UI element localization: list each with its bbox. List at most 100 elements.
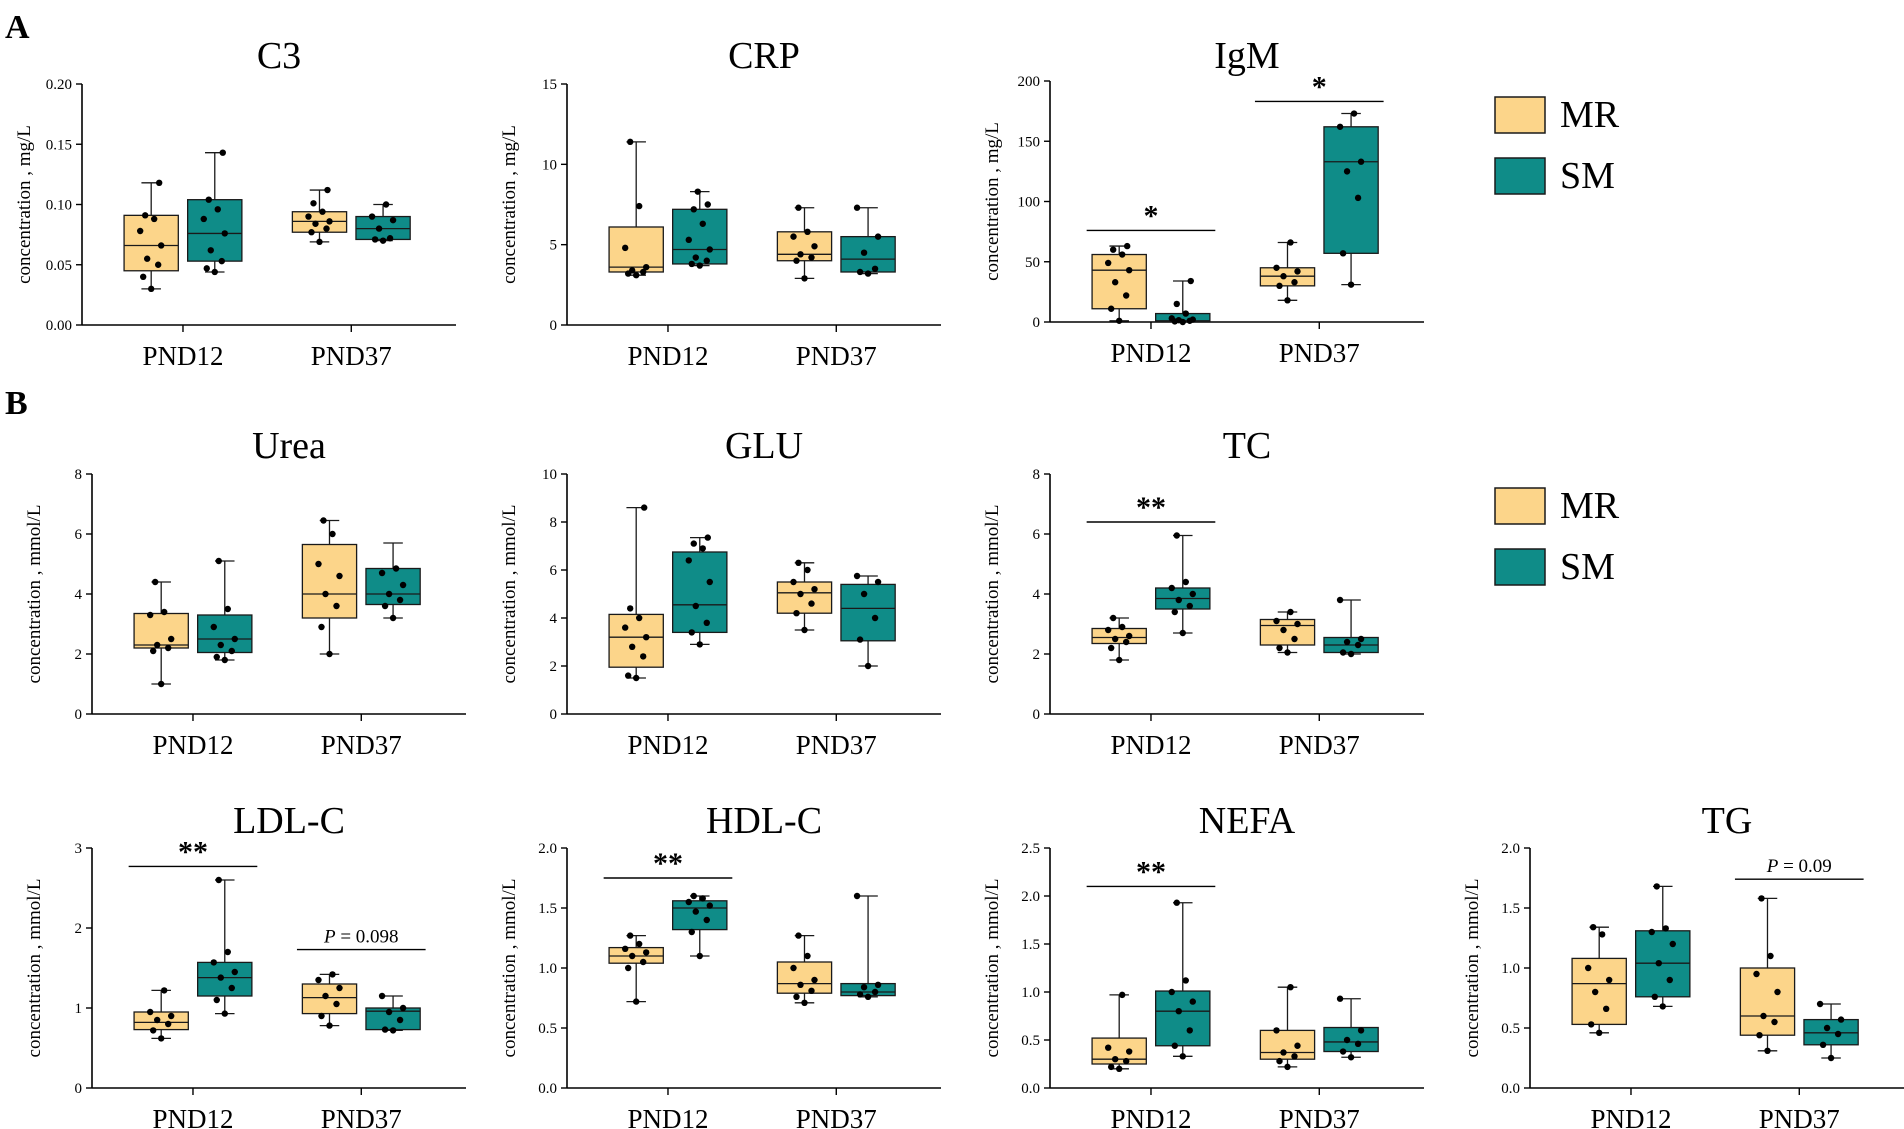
box-iqr	[123, 214, 179, 272]
chart-tc: TC concentration , mmol/L 0 2 4 6 8 PND12 PND37 *…	[982, 425, 1424, 760]
box-pnd37-sm	[840, 572, 896, 670]
data-point	[1767, 952, 1774, 960]
y-tick-label: 0	[1033, 707, 1041, 723]
data-point	[801, 626, 808, 634]
data-point	[379, 237, 387, 244]
y-tick-label: 200	[1018, 74, 1041, 90]
data-point	[1598, 931, 1606, 938]
box-pnd37-mr	[301, 971, 358, 1029]
data-point	[1125, 632, 1133, 640]
y-axis-label: concentration , mmol/L	[24, 505, 45, 684]
data-point	[795, 204, 802, 211]
data-point	[228, 647, 235, 655]
data-point	[1655, 960, 1662, 967]
box-iqr	[1259, 618, 1316, 646]
data-point	[389, 216, 397, 224]
data-point	[1280, 273, 1287, 280]
data-point	[874, 981, 882, 988]
chart-glu: GLU concentration , mmol/L 0 2 4 6 8 10 PND12 PND…	[499, 425, 941, 760]
data-point	[804, 228, 811, 236]
data-point	[1171, 608, 1178, 616]
y-tick-label: 10	[542, 467, 557, 483]
data-point	[1339, 250, 1347, 257]
data-point	[381, 1026, 389, 1033]
box-pnd37-mr	[1739, 895, 1796, 1055]
data-point	[1280, 626, 1287, 634]
data-point	[164, 1020, 172, 1028]
y-tick-label: 4	[75, 587, 83, 603]
data-point	[1343, 1036, 1351, 1044]
box-pnd12-sm	[197, 876, 253, 1017]
data-point	[318, 623, 325, 631]
x-tick-label: PND37	[796, 1104, 877, 1129]
data-point	[685, 236, 692, 244]
data-point	[329, 530, 336, 538]
data-point	[1122, 292, 1130, 299]
data-point	[692, 602, 699, 610]
data-point	[688, 629, 695, 636]
data-point	[385, 590, 393, 598]
data-point	[688, 928, 695, 936]
data-point	[793, 257, 800, 264]
data-point	[213, 996, 220, 1004]
data-point	[322, 590, 329, 598]
x-tick-label: PND37	[1279, 1104, 1360, 1129]
data-point	[793, 993, 800, 1000]
data-point	[790, 578, 797, 586]
legend-label-sm: SM	[1560, 155, 1615, 197]
data-point	[1168, 584, 1175, 592]
y-tick-label: 1.0	[1021, 985, 1040, 1001]
significance-label: **	[1136, 491, 1166, 524]
legend-label-sm-b: SM	[1560, 546, 1615, 588]
data-point	[305, 213, 312, 220]
box-iqr	[1739, 967, 1796, 1036]
data-point	[205, 196, 212, 203]
data-point	[1173, 300, 1180, 308]
y-tick-label: 5	[550, 238, 558, 254]
data-point	[1339, 649, 1347, 656]
data-point	[213, 653, 220, 661]
box-pnd37-mr	[776, 932, 833, 1006]
data-point	[211, 268, 218, 276]
y-tick-label: 0.0	[1021, 1081, 1040, 1097]
x-tick-label: PND12	[627, 730, 708, 760]
data-point	[153, 641, 161, 649]
data-point	[635, 614, 643, 622]
data-point	[396, 1016, 404, 1024]
data-point	[853, 572, 861, 580]
chart-title: CRP	[728, 35, 800, 77]
y-tick-label: 50	[1025, 255, 1040, 271]
data-point	[699, 220, 706, 227]
box-iqr	[301, 983, 358, 1015]
data-point	[856, 268, 864, 276]
data-point	[1179, 629, 1186, 637]
data-point	[1284, 649, 1291, 656]
data-point	[706, 246, 713, 253]
data-point	[326, 650, 333, 658]
data-point	[685, 557, 692, 564]
y-tick-label: 0.15	[46, 137, 72, 153]
significance-label: **	[1136, 855, 1166, 888]
box-iqr	[1571, 957, 1627, 1026]
data-point	[231, 635, 238, 643]
data-point	[224, 605, 231, 613]
data-point	[795, 559, 802, 566]
data-point	[323, 225, 330, 232]
data-point	[1347, 650, 1355, 658]
data-point	[1276, 644, 1283, 652]
legend-bottom: MR SM	[1494, 485, 1620, 588]
significance-annotation: **	[1086, 855, 1216, 888]
data-point	[688, 260, 695, 268]
x-tick-label: PND37	[796, 730, 877, 760]
data-point	[1125, 266, 1133, 274]
data-point	[324, 186, 331, 194]
data-point	[1662, 925, 1669, 932]
data-point	[210, 959, 217, 966]
data-point	[319, 208, 326, 215]
box-pnd37-mr	[1259, 984, 1316, 1071]
data-point	[797, 590, 804, 598]
box-iqr	[365, 567, 421, 606]
data-point	[1287, 239, 1294, 246]
box-iqr	[776, 581, 833, 614]
data-point	[626, 605, 634, 612]
